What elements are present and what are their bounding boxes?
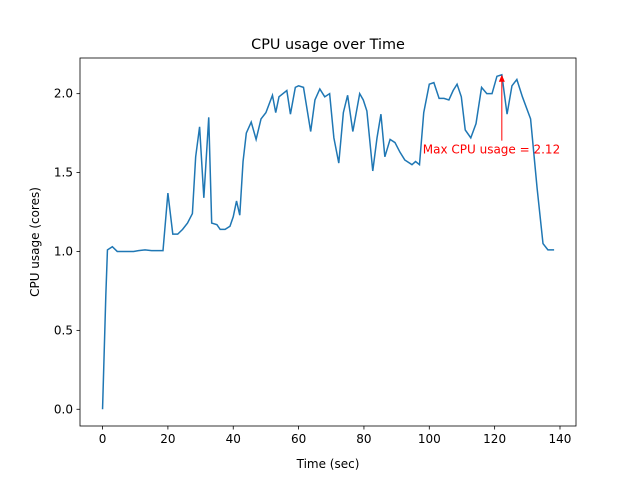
x-tick-label: 120 xyxy=(483,432,506,446)
plot-frame xyxy=(79,57,577,427)
annotation-arrowhead xyxy=(498,74,505,82)
y-tick-label: 1.5 xyxy=(54,166,73,180)
chart-title: CPU usage over Time xyxy=(251,37,405,53)
x-axis-label: Time (sec) xyxy=(296,457,360,471)
x-tick-label: 40 xyxy=(226,432,241,446)
x-tick-label: 100 xyxy=(418,432,441,446)
y-tick-label: 1.0 xyxy=(54,244,73,258)
y-tick-label: 0.5 xyxy=(54,323,73,337)
x-tick-label: 80 xyxy=(356,432,371,446)
y-tick-label: 0.0 xyxy=(54,402,73,416)
x-tick-label: 20 xyxy=(160,432,175,446)
x-tick-label: 0 xyxy=(99,432,107,446)
data-line xyxy=(101,73,555,410)
annotation-text: Max CPU usage = 2.12 xyxy=(423,143,560,157)
y-axis-label: CPU usage (cores) xyxy=(28,187,42,297)
x-tick-label: 140 xyxy=(549,432,572,446)
y-tick-label: 2.0 xyxy=(54,87,73,101)
x-tick-label: 60 xyxy=(291,432,306,446)
